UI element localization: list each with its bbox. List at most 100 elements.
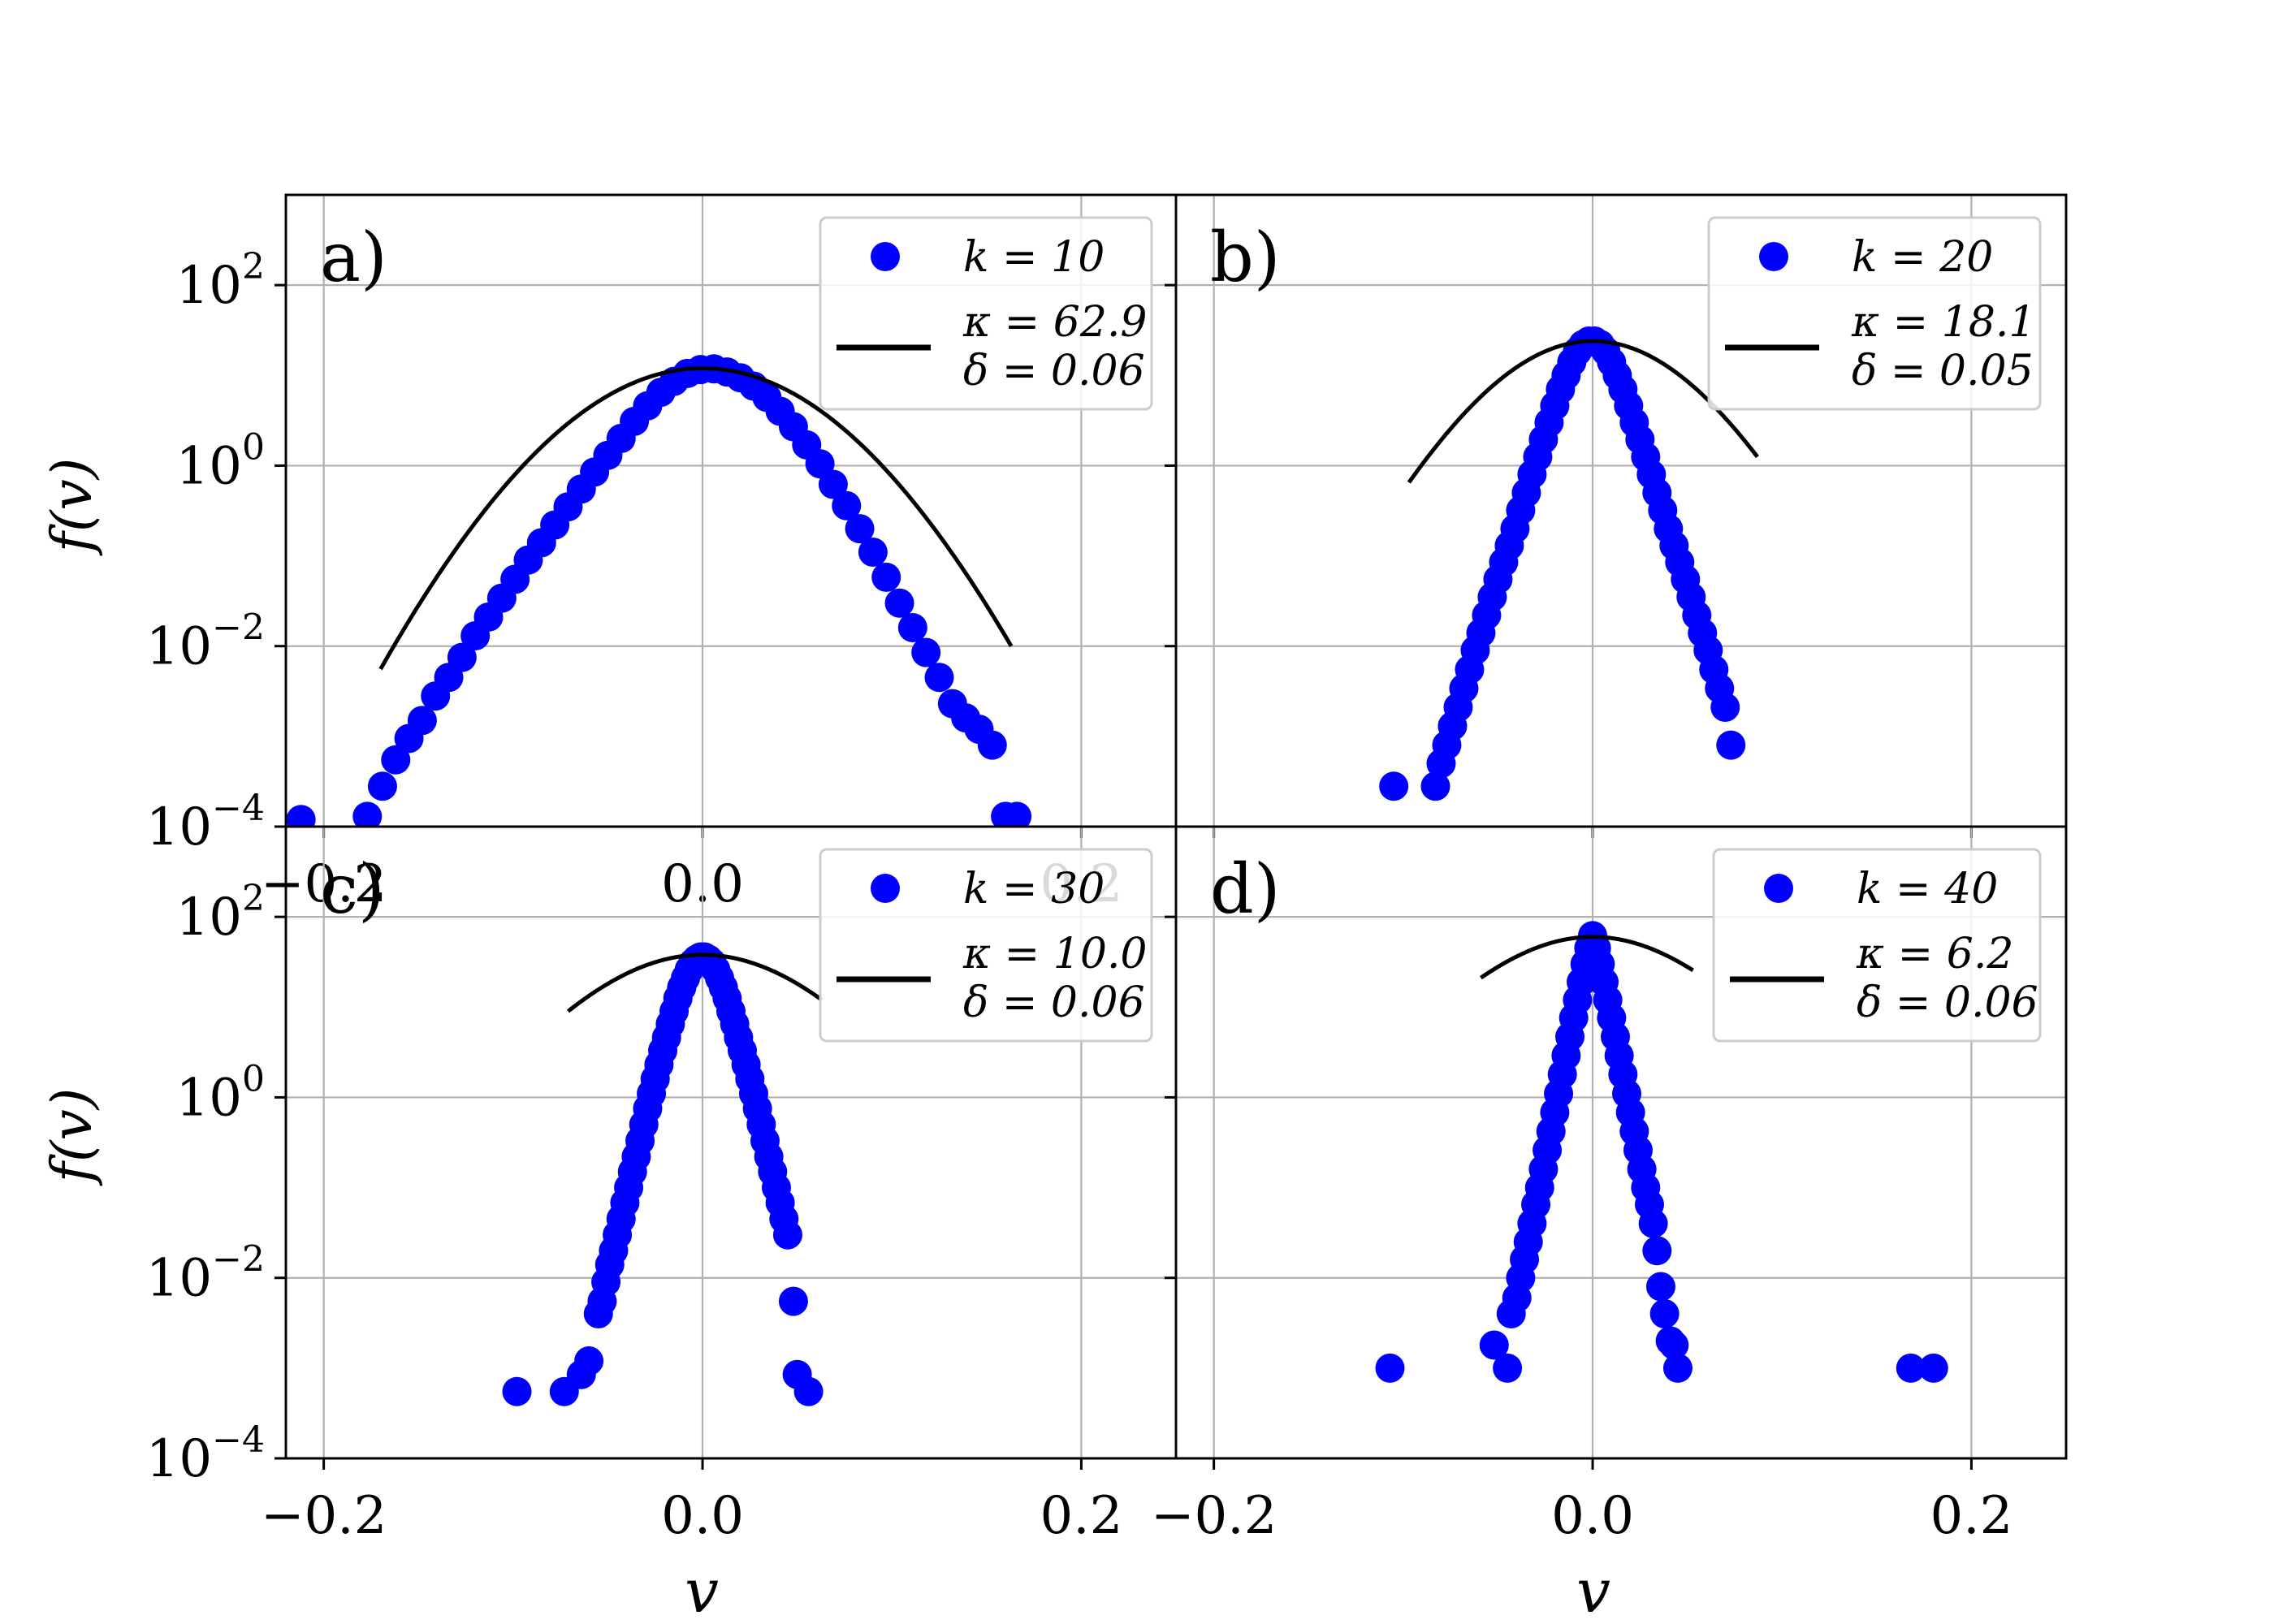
data-point	[818, 469, 848, 499]
data-point	[1649, 1298, 1680, 1328]
y-tick-base: 10	[176, 256, 242, 316]
y-tick-exponent: −2	[212, 607, 265, 649]
data-point	[352, 801, 383, 827]
data-point	[778, 1286, 808, 1316]
panel-d: −0.2 0.0 0.2 d) k = 40 κ = 6.2δ = 0.06	[1151, 825, 2068, 1546]
data-point	[574, 1346, 604, 1376]
y-tick-exponent: −2	[212, 1239, 265, 1281]
legend-entry-fit-kappa: κ = 6.2	[1856, 930, 2013, 978]
data-markers	[1375, 921, 1948, 1383]
data-point	[1375, 1353, 1405, 1383]
data-point	[1420, 771, 1450, 801]
data-point	[367, 771, 397, 801]
data-point	[447, 642, 477, 672]
data-point	[1716, 730, 1746, 760]
panel-label: a)	[320, 218, 387, 297]
data-point	[381, 745, 411, 775]
data-markers	[1379, 326, 1746, 801]
tick-marks	[275, 915, 1083, 1470]
data-point	[871, 562, 901, 592]
tick-marks	[1165, 915, 1973, 1470]
data-point	[1002, 801, 1032, 827]
data-point	[911, 637, 941, 667]
y-tick-base: 10	[146, 1249, 212, 1309]
fit-curve	[378, 365, 1014, 671]
data-markers	[502, 942, 824, 1406]
y-tick-exponent: −4	[212, 788, 265, 829]
axis-labels: v v f(v) f(v)	[41, 458, 1610, 1624]
data-point	[858, 537, 888, 567]
data-point	[1662, 1353, 1693, 1383]
data-point	[793, 1376, 824, 1406]
data-point	[407, 706, 437, 736]
panel-label: d)	[1210, 849, 1281, 929]
y-tick-base: 10	[146, 797, 212, 857]
legend-entry-fit-kappa: κ = 18.1	[1851, 298, 2036, 347]
x-tick-label: −0.2	[261, 1486, 387, 1546]
legend-entry-data: k = 20	[1852, 233, 1993, 282]
data-point	[897, 613, 927, 643]
data-point	[924, 663, 954, 693]
data-point	[1379, 771, 1409, 801]
fit-curve	[1480, 935, 1694, 980]
y-tick-exponent: −4	[212, 1419, 265, 1461]
legend-entry-data: k = 30	[963, 865, 1105, 914]
legend-entry-data: k = 10	[963, 233, 1105, 282]
data-point	[1645, 1272, 1675, 1302]
data-point	[286, 805, 316, 827]
y-tick-label: 10−4	[146, 788, 265, 857]
data-point	[884, 588, 914, 618]
x-axis-label-right: v	[1576, 1557, 1610, 1624]
x-axis-label-left: v	[685, 1557, 719, 1624]
panel-frame	[1174, 825, 2068, 1460]
legend-marker	[871, 242, 900, 271]
x-tick-label: 0.0	[1551, 1486, 1634, 1546]
y-tick-label: 10−2	[146, 1239, 265, 1309]
legend-marker	[1764, 874, 1793, 903]
y-tick-exponent: 2	[242, 246, 265, 287]
legend-entry-fit-delta: δ = 0.05	[1852, 347, 2034, 395]
x-tick-label: 0.0	[661, 1486, 744, 1546]
data-point	[977, 730, 1007, 760]
y-tick-base: 10	[146, 1429, 212, 1489]
panel-label: c)	[320, 849, 385, 929]
y-tick-label: 102	[176, 246, 265, 316]
panel-label: b)	[1210, 218, 1281, 297]
data-point	[1918, 1353, 1948, 1383]
x-tick-label: 0.2	[1930, 1486, 2013, 1546]
legend-entry-fit-delta: δ = 0.06	[963, 978, 1145, 1027]
y-tick-base: 10	[176, 436, 242, 496]
legend-entry-fit-delta: δ = 0.06	[963, 347, 1145, 395]
legend-entry-data: k = 40	[1857, 865, 1998, 914]
y-tick-base: 10	[176, 1068, 242, 1128]
fit-curve	[566, 952, 824, 1013]
legend-box	[819, 848, 1153, 1043]
legend-box	[1707, 216, 2042, 411]
legend-box	[1712, 848, 2042, 1043]
legend-entry-fit-delta: δ = 0.06	[1857, 978, 2038, 1027]
y-axis-label-bottom: f(v)	[41, 1088, 105, 1187]
data-point	[1479, 1330, 1509, 1360]
legend-box	[819, 216, 1153, 411]
data-point	[1710, 693, 1740, 723]
data-point	[1896, 1353, 1926, 1383]
legend-marker	[871, 874, 900, 903]
y-tick-label: 10−4	[146, 1419, 265, 1489]
legend-entry-fit-kappa: κ = 62.9	[962, 298, 1148, 347]
legend-entry-fit-kappa: κ = 10.0	[962, 930, 1148, 978]
y-tick-base: 10	[146, 617, 212, 677]
y-axis-label-top: f(v)	[41, 458, 105, 557]
data-point	[845, 514, 875, 544]
data-point	[502, 1376, 532, 1406]
y-tick-label: 100	[176, 426, 265, 496]
data-point	[1493, 1353, 1523, 1383]
fit-curve	[1407, 339, 1759, 484]
y-tick-exponent: 0	[242, 426, 265, 468]
data-point	[1638, 1208, 1668, 1238]
y-tick-exponent: 2	[242, 878, 265, 919]
data-point	[1659, 1330, 1689, 1360]
